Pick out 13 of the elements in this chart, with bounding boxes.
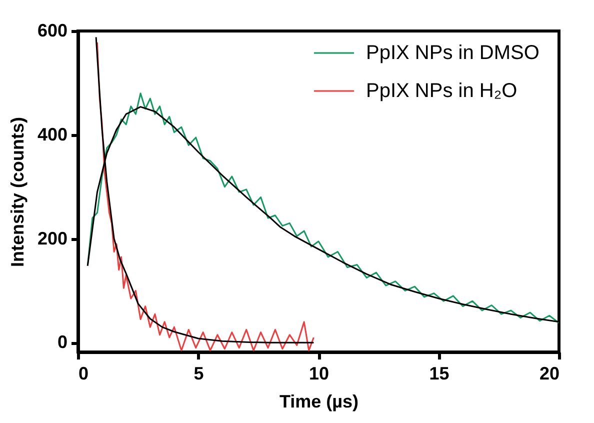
x-axis-title: Time (µs) [279, 392, 359, 412]
x-tick-label: 20 [539, 364, 560, 384]
x-tick-label: 10 [308, 364, 330, 384]
y-tick-label: 0 [57, 332, 68, 352]
legend-label: PpIX NPs in DMSO [366, 42, 540, 64]
y-tick-label: 200 [37, 228, 68, 248]
x-tick-label: 0 [78, 364, 89, 384]
x-tick-label: 5 [194, 364, 204, 384]
y-tick-label: 400 [37, 124, 68, 144]
y-tick-label: 600 [37, 20, 68, 40]
x-tick-label: 15 [429, 364, 450, 384]
legend-label: PpIX NPs in H₂O [366, 80, 518, 102]
y-axis-title: Intensity (counts) [7, 116, 28, 268]
